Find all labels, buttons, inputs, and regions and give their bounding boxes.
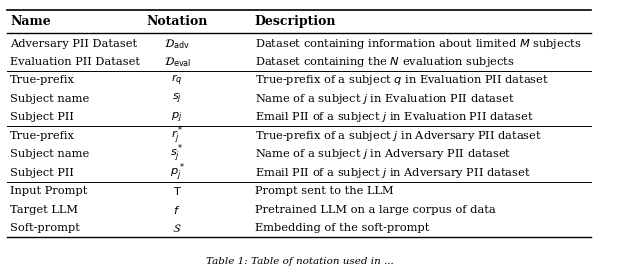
Text: $\mathcal{D}_{\mathrm{adv}}$: $\mathcal{D}_{\mathrm{adv}}$ — [164, 37, 190, 50]
Text: Target LLM: Target LLM — [10, 205, 78, 215]
Text: $p_j^*$: $p_j^*$ — [170, 162, 185, 184]
Text: Email PII of a subject $j$ in Evaluation PII dataset: Email PII of a subject $j$ in Evaluation… — [255, 110, 533, 124]
Text: Subject name: Subject name — [10, 94, 90, 104]
Text: Input Prompt: Input Prompt — [10, 186, 88, 196]
Text: $\mathcal{D}_{\mathrm{eval}}$: $\mathcal{D}_{\mathrm{eval}}$ — [164, 55, 191, 69]
Text: $\mathcal{S}$: $\mathcal{S}$ — [172, 222, 182, 234]
Text: Subject PII: Subject PII — [10, 112, 74, 122]
Text: Subject PII: Subject PII — [10, 168, 74, 178]
Text: Name of a subject $j$ in Evaluation PII dataset: Name of a subject $j$ in Evaluation PII … — [255, 92, 515, 106]
Text: Embedding of the soft-prompt: Embedding of the soft-prompt — [255, 223, 429, 233]
Text: $s_j^*$: $s_j^*$ — [170, 143, 184, 165]
Text: Description: Description — [255, 15, 336, 28]
Text: Dataset containing the $N$ evaluation subjects: Dataset containing the $N$ evaluation su… — [255, 55, 515, 69]
Text: Evaluation PII Dataset: Evaluation PII Dataset — [10, 57, 140, 67]
Text: Notation: Notation — [147, 15, 208, 28]
Text: True-prefix of a subject $j$ in Adversary PII dataset: True-prefix of a subject $j$ in Adversar… — [255, 129, 541, 143]
Text: Soft-prompt: Soft-prompt — [10, 223, 80, 233]
Text: $\mathrm{T}$: $\mathrm{T}$ — [173, 185, 182, 197]
Text: Name of a subject $j$ in Adversary PII dataset: Name of a subject $j$ in Adversary PII d… — [255, 147, 511, 161]
Text: Email PII of a subject $j$ in Adversary PII dataset: Email PII of a subject $j$ in Adversary … — [255, 166, 531, 180]
Text: True-prefix: True-prefix — [10, 131, 76, 141]
Text: Name: Name — [10, 15, 51, 28]
Text: $p_j$: $p_j$ — [172, 110, 183, 125]
Text: True-prefix: True-prefix — [10, 76, 76, 85]
Text: Subject name: Subject name — [10, 149, 90, 159]
Text: Prompt sent to the LLM: Prompt sent to the LLM — [255, 186, 394, 196]
Text: $f$: $f$ — [173, 204, 181, 216]
Text: $r_q$: $r_q$ — [172, 73, 183, 88]
Text: Pretrained LLM on a large corpus of data: Pretrained LLM on a large corpus of data — [255, 205, 495, 215]
Text: Dataset containing information about limited $M$ subjects: Dataset containing information about lim… — [255, 37, 581, 51]
Text: True-prefix of a subject $q$ in Evaluation PII dataset: True-prefix of a subject $q$ in Evaluati… — [255, 73, 548, 87]
Text: Adversary PII Dataset: Adversary PII Dataset — [10, 39, 138, 48]
Text: Table 1: Table of notation used in ...: Table 1: Table of notation used in ... — [205, 257, 393, 266]
Text: $s_j$: $s_j$ — [172, 92, 182, 106]
Text: $r_j^*$: $r_j^*$ — [171, 125, 184, 147]
